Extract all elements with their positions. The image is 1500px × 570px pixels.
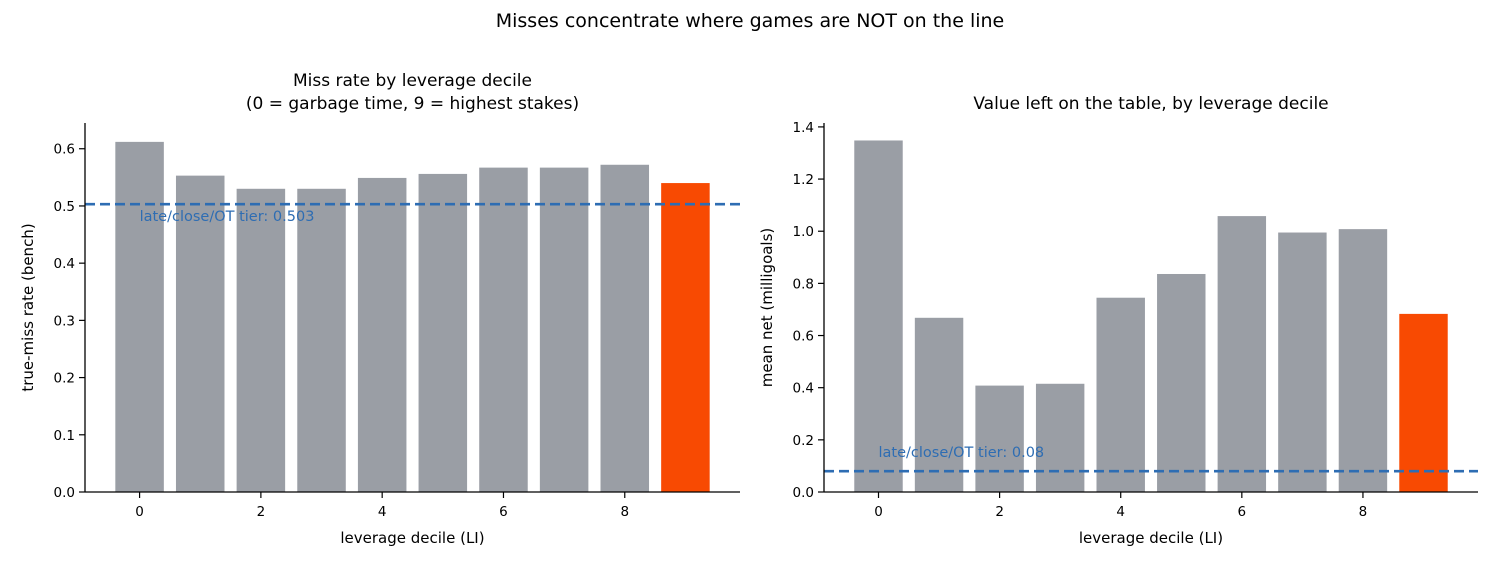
- panel-1-bar-8: [600, 164, 650, 492]
- panel-1-x-tick-label: 6: [499, 504, 508, 520]
- panel-2-bar-7: [1278, 232, 1327, 493]
- panel-1-bar-6: [479, 167, 528, 492]
- panel-2-y-tick-label: 0.8: [793, 276, 814, 292]
- figure-title: Misses concentrate where games are NOT o…: [496, 10, 1005, 32]
- panel-1-y-tick-label: 0.3: [54, 313, 75, 329]
- panel-2-y-tick-label: 1.0: [793, 224, 814, 240]
- panel-1-y-tick-label: 0.2: [54, 371, 75, 387]
- panel-1-y-axis-label: true-miss rate (bench): [19, 223, 37, 391]
- panel-1-bar-4: [357, 177, 407, 492]
- panel-2-bar-3: [1035, 383, 1085, 492]
- panel-2-bar-2: [975, 385, 1024, 492]
- panel-2-y-tick-label: 0.2: [793, 433, 814, 449]
- panel-2-bar-4: [1096, 297, 1145, 492]
- panel-2-bar-1: [914, 317, 964, 492]
- panel-2-bar-8: [1338, 229, 1388, 492]
- panel-2-y-tick-label: 0.6: [793, 329, 814, 345]
- panel-2-y-tick-label: 0.0: [793, 485, 814, 501]
- panel-2-bar-9: [1399, 313, 1448, 492]
- panel-1-bar-5: [418, 173, 468, 493]
- panel-1-y-tick-label: 0.5: [54, 199, 75, 215]
- panel-1-bar-0: [115, 141, 164, 492]
- panel-2-y-tick-label: 0.4: [793, 381, 814, 397]
- panel-2-x-tick-label: 4: [1116, 504, 1125, 520]
- panel-1-y-tick-label: 0.6: [54, 142, 75, 158]
- panel-1-bar-1: [175, 175, 225, 492]
- panel-1-reference-label: late/close/OT tier: 0.503: [140, 209, 315, 225]
- panel-2-x-tick-label: 8: [1359, 504, 1368, 520]
- panel-1-y-tick-label: 0.4: [54, 256, 75, 272]
- panel-1-x-tick-label: 2: [257, 504, 266, 520]
- panel-1-bar-7: [539, 167, 589, 492]
- panel-2-y-tick-label: 1.4: [793, 120, 814, 136]
- panel-2-bar-0: [854, 140, 903, 492]
- panel-1-y-tick-label: 0.1: [54, 428, 75, 444]
- panel-2-y-tick-label: 1.2: [793, 172, 814, 188]
- panel-2-x-tick-label: 0: [874, 504, 883, 520]
- panel-1-x-tick-label: 0: [135, 504, 144, 520]
- panel-1-x-axis-label: leverage decile (LI): [340, 529, 484, 547]
- panel-2-reference-label: late/close/OT tier: 0.08: [879, 445, 1045, 461]
- panel-2-x-tick-label: 2: [995, 504, 1004, 520]
- panel-2-x-tick-label: 6: [1238, 504, 1247, 520]
- panel-1-bar-2: [236, 188, 286, 492]
- panel-2-x-axis-label: leverage decile (LI): [1079, 529, 1223, 547]
- panel-1-y-tick-label: 0.0: [54, 485, 75, 501]
- panel-1-bar-3: [297, 188, 346, 492]
- panel-2-bar-5: [1157, 273, 1206, 492]
- panel-1-title-line-1: Miss rate by leverage decile: [293, 71, 532, 91]
- panel-2-bar-6: [1217, 216, 1267, 492]
- panel-1-x-tick-label: 8: [620, 504, 629, 520]
- panel-1-title-line-2: (0 = garbage time, 9 = highest stakes): [246, 94, 579, 114]
- panel-2-y-axis-label: mean net (milligoals): [758, 228, 776, 388]
- panel-2-title: Value left on the table, by leverage dec…: [973, 94, 1328, 114]
- panel-1-x-tick-label: 4: [378, 504, 387, 520]
- panel-1-bar-9: [661, 183, 710, 492]
